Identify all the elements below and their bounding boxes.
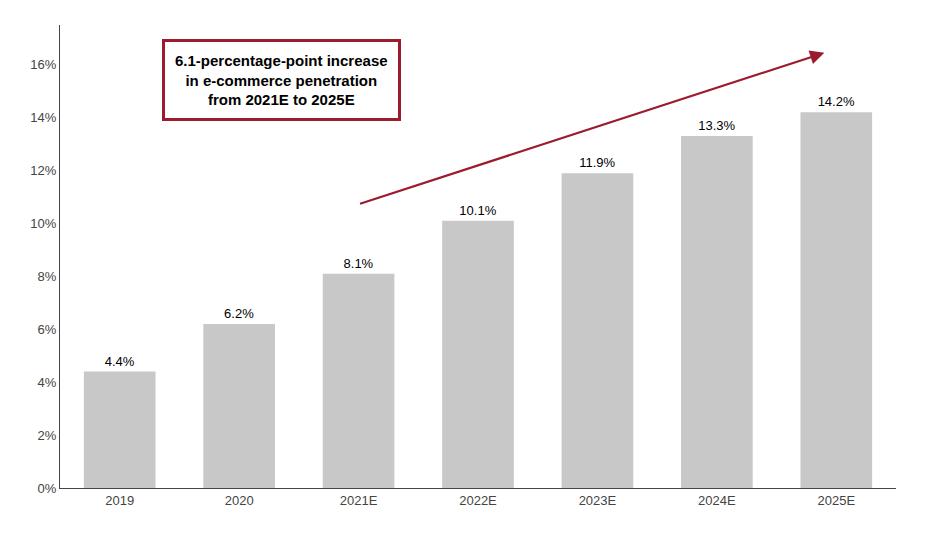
- svg-text:6%: 6%: [38, 322, 57, 337]
- svg-text:13.3%: 13.3%: [698, 118, 735, 133]
- svg-text:2025E: 2025E: [817, 493, 855, 508]
- svg-text:2023E: 2023E: [579, 493, 617, 508]
- svg-text:16%: 16%: [30, 57, 56, 72]
- svg-text:6.2%: 6.2%: [224, 306, 254, 321]
- svg-text:2022E: 2022E: [459, 493, 497, 508]
- svg-text:8%: 8%: [38, 269, 57, 284]
- svg-text:10%: 10%: [30, 216, 56, 231]
- svg-text:10.1%: 10.1%: [459, 203, 496, 218]
- svg-text:2%: 2%: [38, 428, 57, 443]
- svg-text:2021E: 2021E: [340, 493, 378, 508]
- svg-text:14.2%: 14.2%: [818, 94, 855, 109]
- svg-text:2020: 2020: [225, 493, 254, 508]
- svg-text:4%: 4%: [38, 375, 57, 390]
- svg-text:12%: 12%: [30, 163, 56, 178]
- svg-text:2024E: 2024E: [698, 493, 736, 508]
- svg-text:0%: 0%: [38, 481, 57, 496]
- svg-text:4.4%: 4.4%: [105, 354, 135, 369]
- svg-text:14%: 14%: [30, 110, 56, 125]
- svg-text:11.9%: 11.9%: [579, 155, 615, 170]
- svg-text:8.1%: 8.1%: [344, 256, 374, 271]
- svg-text:2019: 2019: [105, 493, 134, 508]
- svg-text:6.1-percentage-point increasei: 6.1-percentage-point increasein e-commer…: [175, 52, 388, 108]
